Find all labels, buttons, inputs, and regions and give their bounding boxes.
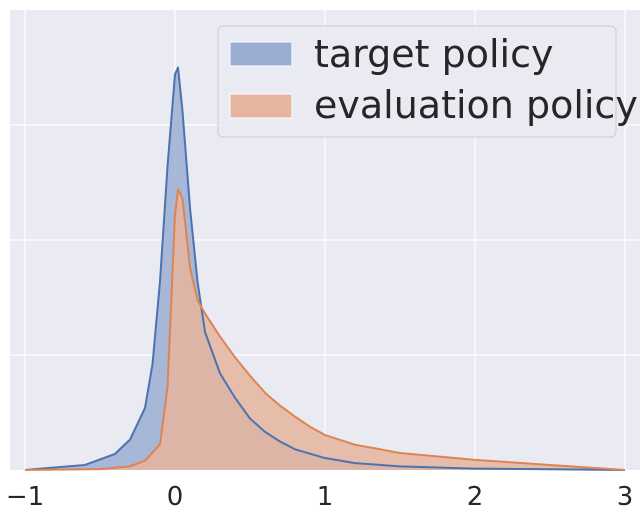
legend-label-evaluation-policy: evaluation policy: [314, 83, 638, 127]
series-areas: [25, 67, 625, 470]
legend-label-target-policy: target policy: [314, 32, 554, 76]
area-evaluation-policy: [25, 189, 625, 470]
x-tick-label: 1: [317, 482, 334, 512]
line-evaluation-policy: [24, 188, 626, 471]
legend-box: [217, 25, 617, 138]
legend-swatch-evaluation-policy: [229, 93, 293, 119]
legend: target policy evaluation policy: [217, 25, 638, 138]
x-axis-ticks: −1 0 1 2 3: [6, 482, 633, 512]
series-lines: [24, 66, 626, 471]
x-tick-label: 2: [467, 482, 484, 512]
x-tick-label: 3: [617, 482, 634, 512]
legend-swatch-target-policy: [229, 41, 293, 67]
x-tick-label: −1: [6, 482, 44, 512]
x-tick-label: 0: [167, 482, 184, 512]
